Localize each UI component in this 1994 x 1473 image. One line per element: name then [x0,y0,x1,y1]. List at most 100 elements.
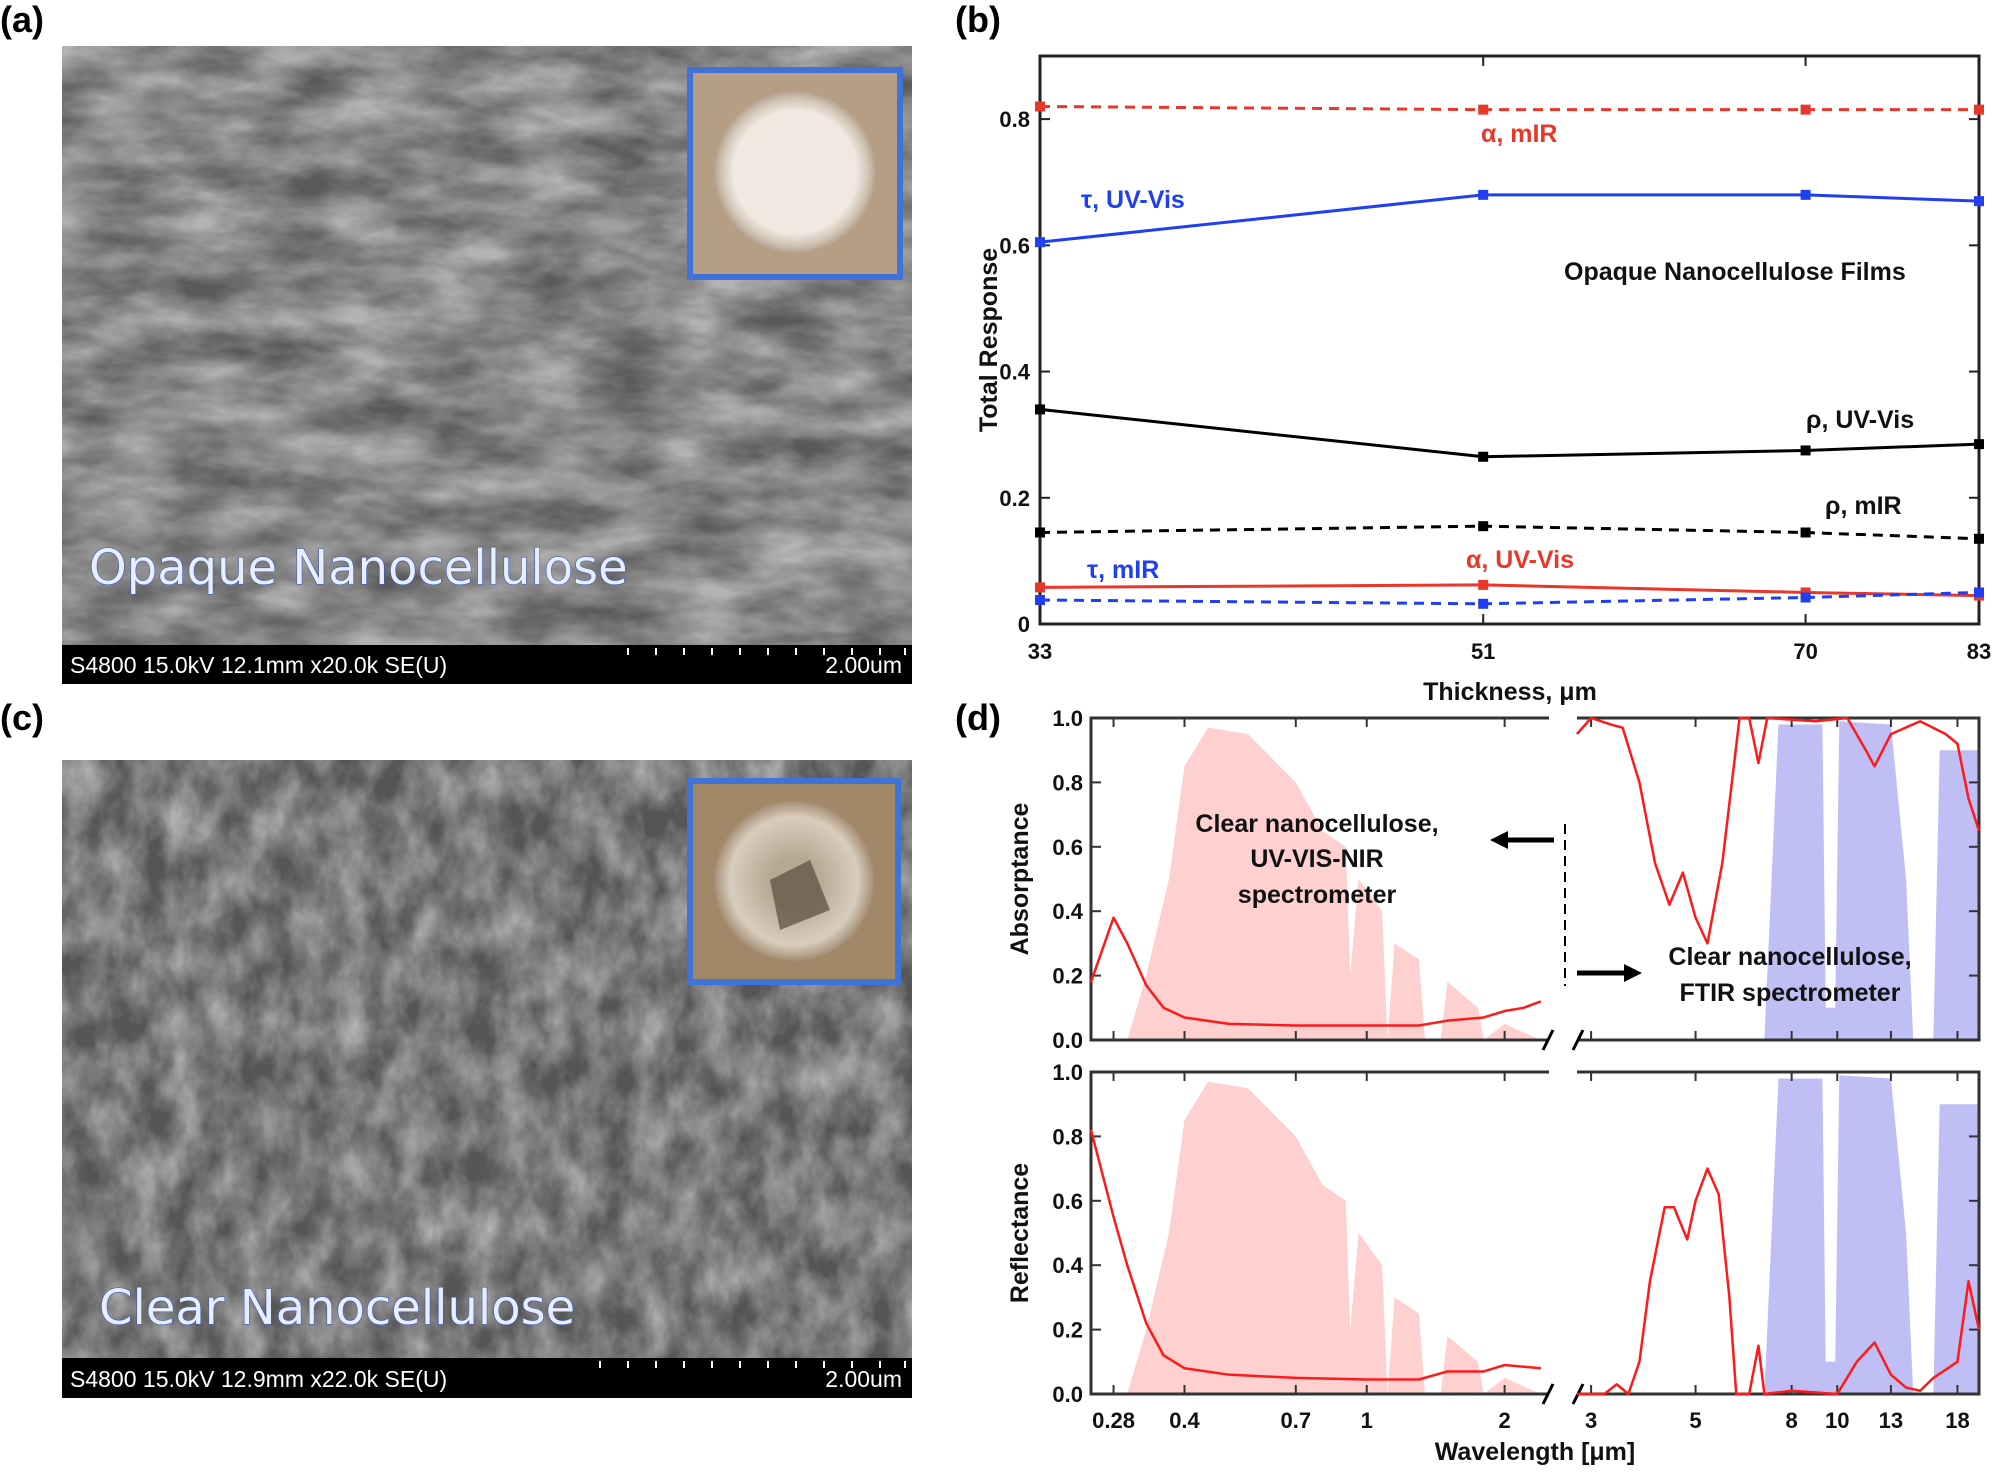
data-point-5 [1035,595,1045,606]
y-tick-label-d: 1.0 [1052,1060,1083,1085]
sem-image-opaque: S4800 15.0kV 12.1mm x20.0k SE(U) 2.00um … [62,46,912,684]
series-line-1 [1039,193,1980,244]
y-tick-label-d: 0.8 [1052,1124,1083,1149]
data-point-3 [1974,533,1984,544]
y-tick-label-b: 0.4 [999,360,1030,385]
y-tick-label-b: 0.2 [999,486,1030,511]
data-point-0 [1800,104,1811,115]
plot-frame-b [1038,54,1981,626]
x-axis-title-d: Wavelength [μm] [1435,1438,1636,1466]
data-point-0 [1974,104,1984,115]
annotation-ftir-2: FTIR spectrometer [1680,979,1901,1007]
data-point-2 [1478,451,1489,462]
data-point-2 [1035,404,1045,415]
y-tick-label-b: 0.8 [999,107,1030,132]
data-point-1 [1800,189,1811,200]
data-point-2 [1800,445,1811,456]
annotation-uvvisnir-1: Clear nanocellulose, [1195,810,1438,838]
series-line-5 [1039,590,1980,606]
sem-scale-a: 2.00um [825,652,902,678]
sem-image-clear: S4800 15.0kV 12.9mm x22.0k SE(U) 2.00um … [62,760,912,1398]
y-tick-label-d: 0.8 [1052,770,1083,795]
panel-label-b: (b) [955,0,1001,40]
spectrum-curve-absorptance-0 [1089,916,1542,1027]
plot-frame-d [1089,1070,1981,1396]
x-tick-label-d: 8 [1786,1408,1798,1433]
series-label-tau-uvvis: τ, UV-Vis [1081,186,1185,214]
chart-spectra: Absorptance Reflectance Wavelength [μm] … [1006,706,1981,1466]
x-tick-label-d: 18 [1945,1408,1969,1433]
x-tick-label-b: 33 [1028,639,1052,664]
x-tick-label-b: 70 [1793,639,1817,664]
data-point-0 [1478,104,1489,115]
data-point-4 [1035,582,1045,593]
y-tick-label-d: 0.0 [1052,1028,1083,1053]
x-tick-label-d: 0.28 [1092,1408,1135,1433]
y-axis-title-reflectance: Reflectance [1006,1163,1034,1303]
x-tick-label-d: 0.7 [1281,1408,1312,1433]
spectrum-curve-reflectance-1 [1577,1167,1981,1396]
x-tick-label-d: 10 [1825,1408,1849,1433]
x-tick-label-d: 2 [1498,1408,1510,1433]
x-tick-label-d: 1 [1361,1408,1373,1433]
data-point-1 [1478,189,1489,200]
x-tick-label-b: 51 [1471,639,1495,664]
arrow-right-head [1624,964,1642,982]
series-line-4 [1039,583,1980,598]
sem-title-c: Clear Nanocellulose [99,1280,575,1336]
panel-label-d: (d) [955,697,1001,738]
series-line-2 [1039,407,1980,459]
atmospheric-window-fill [1764,1075,1979,1394]
y-tick-label-d: 0.6 [1052,1189,1083,1214]
series-label-rho-mir: ρ, mIR [1825,492,1902,520]
y-tick-label-d: 0.2 [1052,1318,1083,1343]
inset-photo-clear [687,778,901,985]
axis-break-marks [1541,1029,1585,1051]
x-tick-label-d: 3 [1585,1408,1597,1433]
series-label-alpha-mir: α, mIR [1481,120,1558,148]
y-axis-title-absorptance: Absorptance [1006,803,1034,956]
scale-ticks-a [627,648,906,655]
x-axis-title-b: Thickness, μm [1423,678,1597,706]
x-tick-label-b: 83 [1967,639,1991,664]
series-label-alpha-uvvis: α, UV-Vis [1466,546,1574,574]
data-point-1 [1974,196,1984,207]
x-tick-label-d: 5 [1689,1408,1701,1433]
data-point-5 [1974,587,1984,598]
data-point-3 [1035,527,1045,538]
x-tick-label-d: 0.4 [1169,1408,1200,1433]
series-line-3 [1039,524,1980,541]
y-tick-label-d: 1.0 [1052,706,1083,731]
y-tick-label-d: 0.4 [1052,1253,1083,1278]
spectra-annotations: Clear nanocellulose, UV-VIS-NIR spectrom… [1195,810,1911,1007]
y-tick-label-d: 0.0 [1052,1382,1083,1407]
arrow-left-head [1490,831,1508,849]
series-label-rho-uvvis: ρ, UV-Vis [1806,406,1914,434]
solar-spectrum-fill [1127,727,1541,1040]
y-tick-label-b: 0 [1018,612,1030,637]
series-line-0 [1039,104,1979,112]
data-point-4 [1478,579,1489,590]
data-point-5 [1478,598,1489,609]
data-point-5 [1800,592,1811,603]
inset-photo-opaque [687,67,903,280]
data-point-4 [1800,587,1811,598]
annotation-uvvisnir-2: UV-VIS-NIR [1250,845,1383,873]
data-point-3 [1478,521,1489,532]
sem-info-a: S4800 15.0kV 12.1mm x20.0k SE(U) [70,652,447,678]
sem-title-a: Opaque Nanocellulose [89,540,628,596]
data-point-1 [1035,237,1045,248]
panel-label-c: (c) [0,697,44,738]
data-point-0 [1035,101,1045,112]
y-axis-title-b: Total Response [975,248,1003,432]
series-label-tau-mir: τ, mIR [1087,556,1159,584]
solar-spectrum-fill [1127,1081,1541,1394]
spectrum-curve-reflectance-0 [1089,1129,1541,1381]
data-point-3 [1800,527,1811,538]
annotation-uvvisnir-3: spectrometer [1238,881,1397,909]
spectrum-curve-absorptance-1 [1576,716,1981,945]
y-tick-label-d: 0.6 [1052,835,1083,860]
panel-label-a: (a) [0,0,44,40]
scale-ticks-c [599,1361,906,1368]
